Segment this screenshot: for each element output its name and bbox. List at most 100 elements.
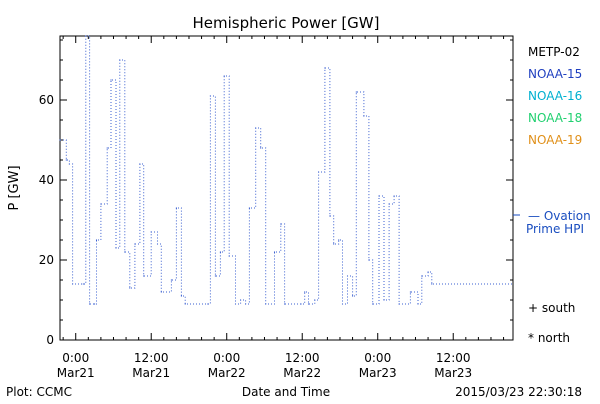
legend-entry-noaa-18: NOAA-18 (528, 111, 582, 125)
data-point (393, 195, 395, 197)
data-point (160, 291, 162, 293)
data-point (333, 243, 335, 245)
data-point (214, 275, 216, 277)
y-tick-label: 60 (39, 93, 54, 107)
data-point (85, 35, 87, 37)
legend-entry-noaa-16: NOAA-16 (528, 89, 582, 103)
data-point (307, 303, 310, 305)
data-point (184, 303, 186, 305)
data-point (363, 115, 365, 117)
data-point (255, 127, 257, 129)
x-tick-label-time: 0:00 (364, 351, 391, 365)
data-point (245, 303, 247, 305)
legend: METP-02 NOAA-15 NOAA-16 NOAA-18 NOAA-19 (528, 45, 582, 147)
y-tick-label: 0 (46, 333, 54, 347)
data-point (409, 291, 411, 293)
plot-frame (59, 35, 514, 341)
series-line-noaa-15 (60, 35, 513, 305)
data-point (59, 139, 61, 141)
data-point (280, 223, 282, 225)
data-point (72, 283, 74, 285)
data-point (355, 91, 357, 93)
x-tick-label-date: Mar22 (283, 366, 321, 380)
data-point (219, 251, 221, 253)
data-point (124, 251, 126, 253)
data-point (341, 303, 344, 305)
ovation-label: — Ovation (528, 209, 591, 223)
data-point (260, 147, 262, 149)
data-point (388, 203, 390, 205)
south-marker-label: + south (528, 301, 575, 315)
x-tick-label-time: 0:00 (62, 351, 89, 365)
x-axis-label: Date and Time (242, 385, 330, 399)
data-point (383, 299, 385, 301)
data-point (89, 303, 91, 305)
data-point (106, 147, 108, 149)
data-point (94, 303, 96, 305)
data-point (115, 247, 117, 249)
data-point (65, 159, 67, 161)
data-point (95, 239, 98, 241)
legend-entry-metp-02: METP-02 (528, 45, 580, 59)
data-point (427, 271, 429, 273)
footer-plot-credit: Plot: CCMC (6, 385, 72, 399)
legend-entry-noaa-19: NOAA-19 (528, 133, 582, 147)
data-point (248, 207, 250, 209)
x-tick-label-time: 0:00 (213, 351, 240, 365)
x-tick-label-time: 12:00 (436, 351, 471, 365)
data-point (150, 231, 152, 233)
x-tick-label-date: Mar23 (359, 366, 397, 380)
data-point (234, 303, 237, 305)
data-point (300, 303, 302, 305)
data-point (110, 79, 112, 81)
data-point (352, 295, 354, 297)
legend-entry-noaa-15: NOAA-15 (528, 67, 582, 81)
data-point (129, 287, 131, 289)
chart-title: Hemispheric Power [GW] (193, 14, 380, 32)
x-tick-label-date: Mar21 (57, 366, 95, 380)
data-point (329, 215, 331, 217)
x-tick-label-date: Mar22 (208, 366, 246, 380)
data-point (368, 259, 370, 261)
data-point (338, 239, 340, 241)
data-point (318, 171, 320, 173)
ovation-annotation: — Ovation Prime HPI (513, 209, 591, 236)
y-tick-label: 40 (39, 173, 54, 187)
data-point (284, 303, 286, 305)
data-point (156, 243, 159, 245)
x-axis: 0:00Mar2112:00Mar210:00Mar2212:00Mar220:… (57, 36, 505, 380)
data-point (265, 303, 267, 305)
ovation-label-line2: Prime HPI (526, 222, 584, 236)
data-point (273, 251, 276, 253)
data-point (417, 303, 419, 305)
y-axis-label: P [GW] (7, 165, 22, 210)
data-point (421, 275, 423, 277)
y-tick-label: 20 (39, 253, 54, 267)
data-point (209, 95, 211, 97)
data-point (372, 303, 374, 305)
data-point (240, 299, 242, 301)
data-point (223, 75, 225, 77)
data-point (134, 243, 136, 245)
north-marker-label: * north (528, 331, 570, 345)
data-point (68, 163, 70, 165)
data-point (207, 303, 209, 305)
data-point (304, 291, 306, 293)
data-point (314, 299, 316, 301)
data-point (180, 295, 182, 297)
x-tick-label-time: 12:00 (134, 351, 169, 365)
x-tick-label-date: Mar21 (132, 366, 170, 380)
data-point (398, 303, 400, 305)
data-point (324, 67, 326, 69)
data-point (143, 275, 145, 277)
data-point (378, 195, 380, 197)
data-point (170, 279, 172, 281)
data-point (82, 283, 84, 285)
data-point (100, 203, 102, 205)
data-point (431, 283, 433, 285)
data-point (119, 59, 121, 61)
data-point (228, 255, 230, 257)
x-tick-label-time: 12:00 (285, 351, 320, 365)
